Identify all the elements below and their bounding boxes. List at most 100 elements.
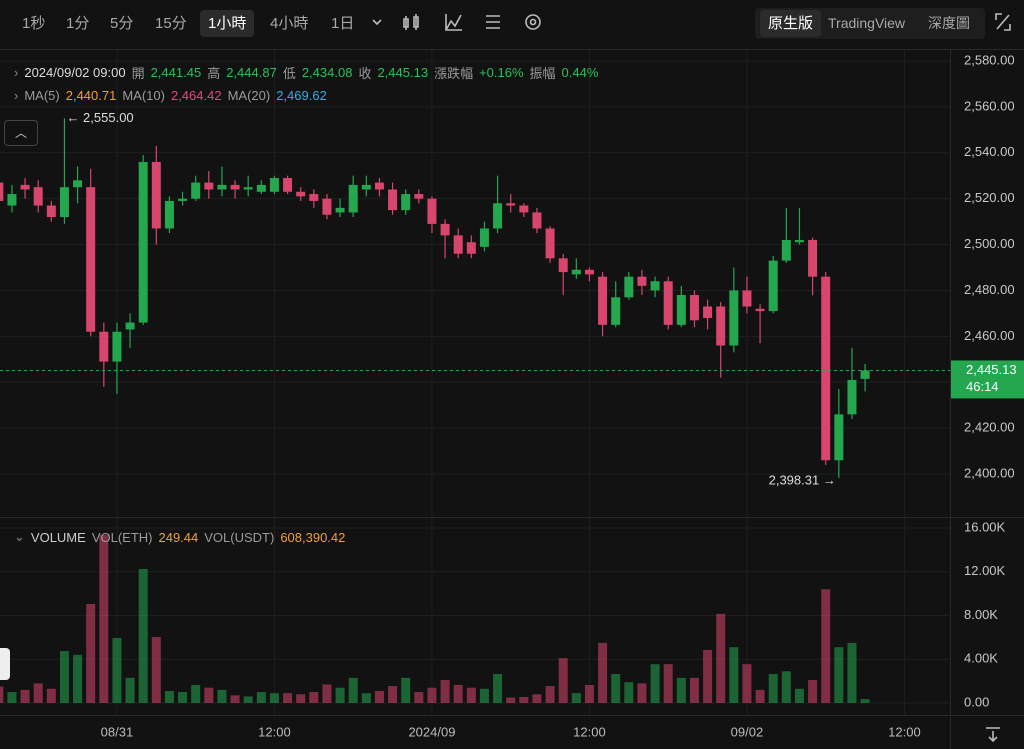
candle-body xyxy=(532,212,542,229)
candle-body xyxy=(598,276,608,325)
countdown-label: 46:14 xyxy=(966,379,999,394)
candle-body xyxy=(178,198,188,201)
volume-bar xyxy=(401,677,411,704)
volume-tick-label: 12.00K xyxy=(964,563,1006,578)
candle-body xyxy=(545,228,555,259)
candle-body xyxy=(138,161,148,323)
volume-bar xyxy=(821,589,831,704)
volume-tick-label: 4.00K xyxy=(964,651,998,666)
label: 高 xyxy=(207,66,221,81)
y-tick-label: 2,580.00 xyxy=(964,52,1015,67)
volume-bar xyxy=(0,686,4,704)
volume-bar xyxy=(689,677,699,704)
candle-body xyxy=(296,191,306,197)
ma-name: MA(5) xyxy=(24,88,60,103)
view-button[interactable]: TradingView xyxy=(828,15,906,31)
y-tick-label: 2,460.00 xyxy=(964,328,1015,343)
ohlc-header: › 2024/09/02 09:00 開 2,441.45 高 2,444.87 低… xyxy=(14,65,599,81)
candle-body xyxy=(0,182,4,201)
y-tick-label: 2,420.00 xyxy=(964,420,1015,435)
candle-body xyxy=(637,276,647,286)
min-annotation: 2,398.31 → xyxy=(769,472,836,487)
candle-body xyxy=(808,239,818,277)
volume-bar xyxy=(794,688,804,704)
volume-bar xyxy=(742,664,752,704)
interval-button[interactable]: 1分 xyxy=(66,15,90,32)
candle-body xyxy=(230,184,240,190)
candle-body xyxy=(755,308,765,312)
volume-bar xyxy=(427,687,437,704)
candle-body xyxy=(151,161,161,229)
candle-body xyxy=(256,184,266,192)
candle-body xyxy=(427,198,437,224)
volume-bar xyxy=(33,683,43,704)
interval-button[interactable]: 1秒 xyxy=(22,15,46,32)
label: 收 xyxy=(358,66,372,81)
value: 2,445.13 xyxy=(377,65,429,80)
settings-icon-core xyxy=(529,18,537,26)
time: 2024/09/02 09:00 xyxy=(24,65,126,80)
label: VOL(USDT) xyxy=(204,529,275,545)
volume-bar xyxy=(230,695,240,704)
volume-bar xyxy=(361,693,371,704)
volume-bar xyxy=(729,647,739,704)
volume-bar xyxy=(479,688,489,704)
ma-header: › MA(5) 2,440.71 MA(10) 2,464.42 MA(20) 2,469.… xyxy=(14,88,327,103)
value: 2,434.08 xyxy=(301,65,353,80)
candles-icon xyxy=(403,14,419,30)
candle-body xyxy=(388,189,398,211)
scroll-icon xyxy=(986,727,1000,743)
candle-body xyxy=(243,187,253,190)
volume-bar xyxy=(59,651,69,704)
volume-bar xyxy=(440,680,450,704)
volume-bar xyxy=(374,690,384,704)
candle-body xyxy=(59,187,69,218)
volume-bar xyxy=(637,683,647,704)
candle-body xyxy=(650,281,660,291)
view-button[interactable]: 深度圖 xyxy=(928,15,970,31)
y-tick-label: 2,520.00 xyxy=(964,190,1015,205)
volume-bar xyxy=(99,534,109,704)
candle-body xyxy=(834,414,844,461)
interval-button[interactable]: 5分 xyxy=(110,15,134,32)
volume-bar xyxy=(532,694,542,704)
volume-bar xyxy=(112,638,122,704)
candle-body xyxy=(716,306,726,346)
view-button-active[interactable]: 原生版 xyxy=(760,10,822,37)
y-tick-label: 2,540.00 xyxy=(964,144,1015,159)
volume-tick-label: 16.00K xyxy=(964,519,1006,534)
candle-body xyxy=(112,331,122,362)
volume-bar xyxy=(558,658,568,704)
candle-body xyxy=(20,184,30,190)
volume-bar xyxy=(348,677,358,704)
collapse-button[interactable]: ︿ xyxy=(4,120,38,146)
y-tick-label: 2,400.00 xyxy=(964,465,1015,480)
interval-button-active[interactable]: 1小時 xyxy=(200,10,255,37)
candle-body xyxy=(440,223,450,236)
candle-body xyxy=(781,239,791,261)
volume-bar xyxy=(716,613,726,704)
side-tab[interactable] xyxy=(0,648,10,680)
label: VOL(ETH) xyxy=(91,529,153,545)
interval-button[interactable]: 1日 xyxy=(331,15,355,32)
last-price-box xyxy=(951,360,1024,399)
candle-body xyxy=(558,258,568,273)
last-price-label: 2,445.13 xyxy=(966,362,1017,377)
candle-body xyxy=(768,260,778,312)
value: +0.16% xyxy=(479,65,524,80)
volume-bar xyxy=(178,692,188,704)
volume-bar xyxy=(322,684,332,704)
x-tick-label: 12:00 xyxy=(573,724,606,739)
candle-body xyxy=(729,290,739,346)
volume-bar xyxy=(703,649,713,704)
candle-body xyxy=(86,187,96,332)
candle-body xyxy=(191,182,201,199)
volume-bar xyxy=(243,696,253,704)
volume-bar xyxy=(781,671,791,704)
candle-body xyxy=(7,194,17,206)
interval-button[interactable]: 4小時 xyxy=(270,15,309,32)
interval-button[interactable]: 15分 xyxy=(155,15,187,32)
x-tick-label: 12:00 xyxy=(258,724,291,739)
candle-body xyxy=(689,295,699,321)
